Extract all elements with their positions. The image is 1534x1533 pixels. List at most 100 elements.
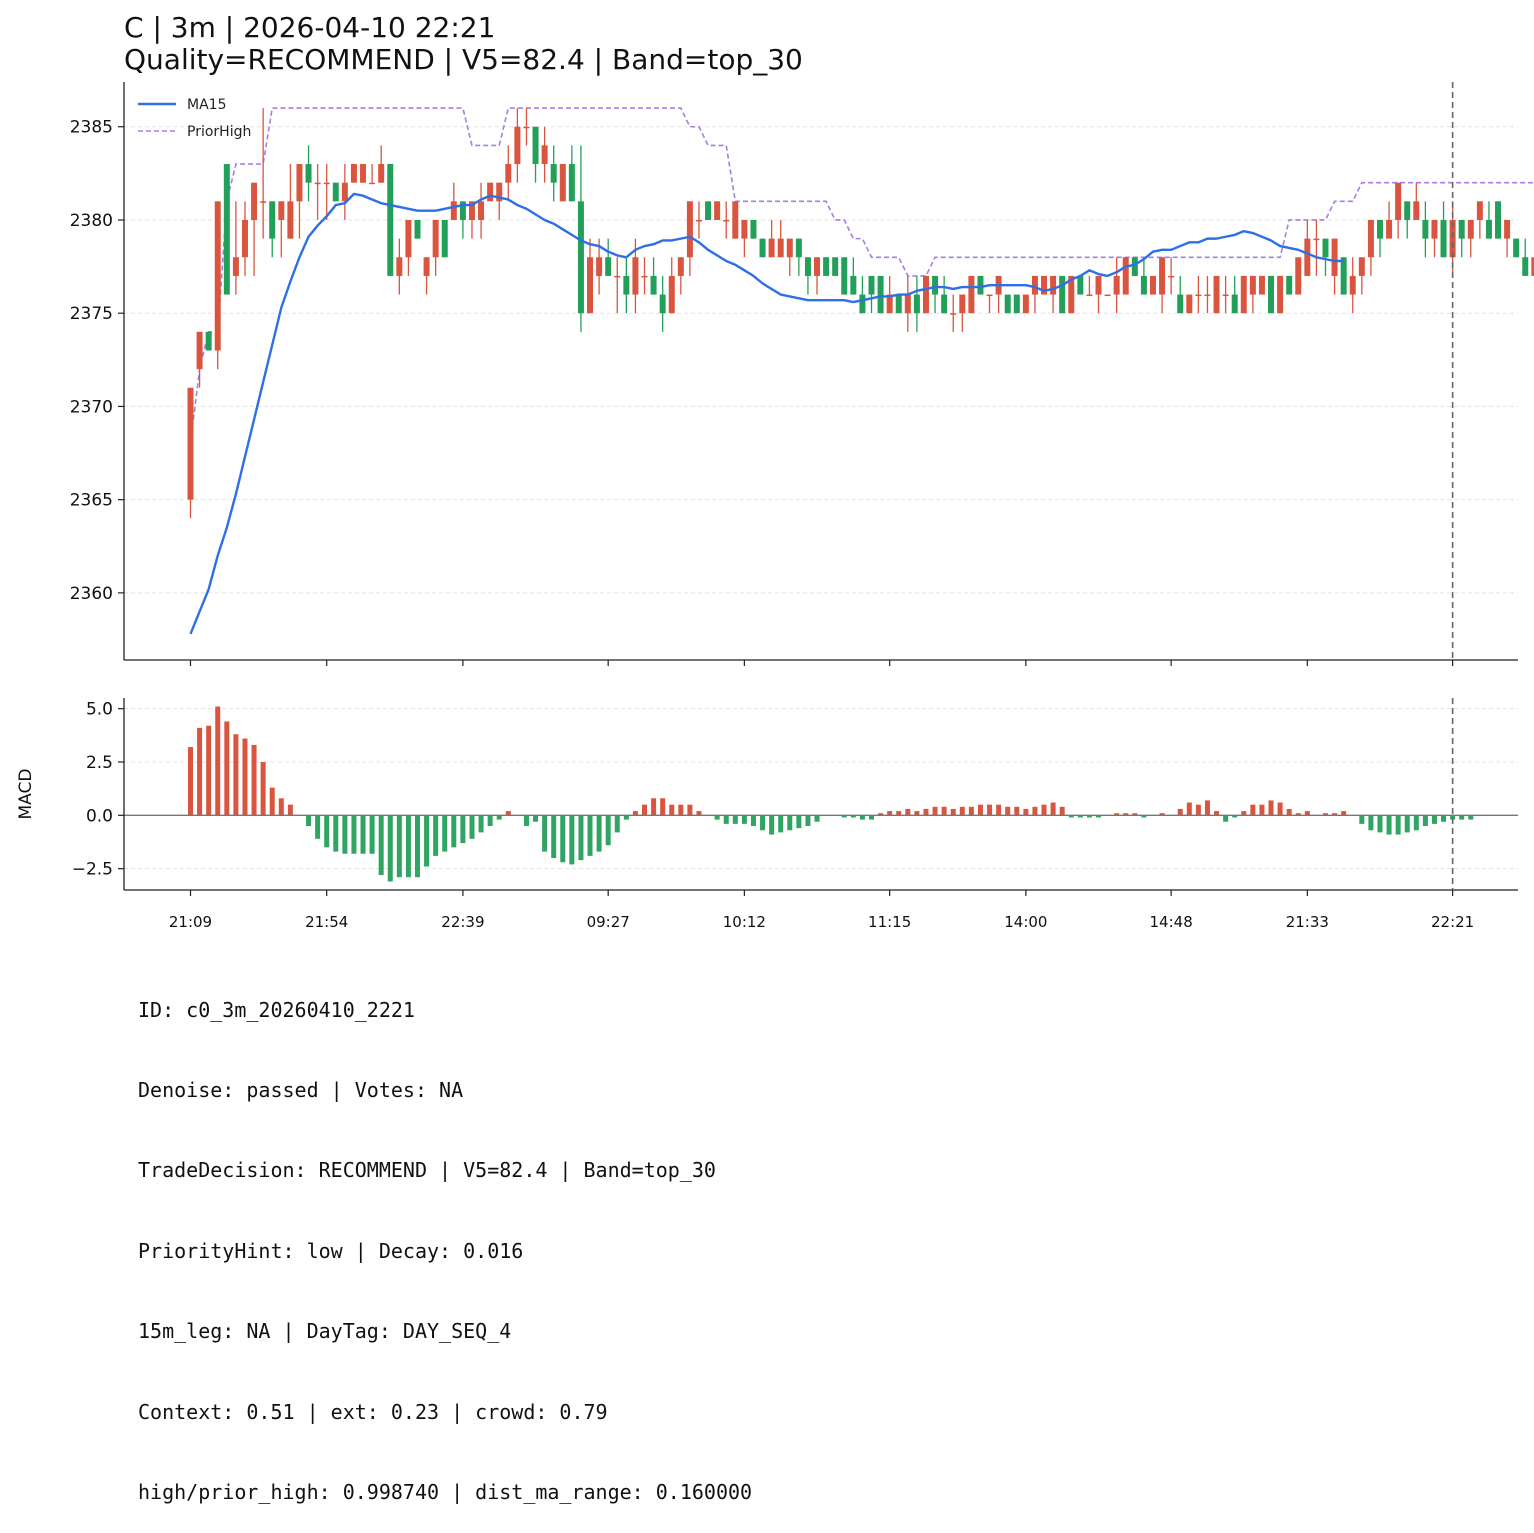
candle-body [1259, 276, 1265, 295]
candle [1096, 276, 1102, 313]
macd-bar [588, 815, 593, 856]
price-y-tick-label: 2375 [70, 304, 113, 324]
candle-body [950, 313, 956, 315]
candle-body [1096, 276, 1102, 295]
macd-bar [569, 815, 574, 864]
candle-body [1359, 257, 1365, 276]
candle [887, 276, 893, 313]
macd-bar [1387, 815, 1392, 834]
candle [614, 257, 620, 313]
candle [977, 276, 983, 295]
candle-body [505, 164, 511, 183]
candle-body [1386, 220, 1392, 239]
candle-body [551, 164, 557, 183]
candle-body [415, 220, 421, 239]
macd-y-tick-label: −2.5 [72, 860, 113, 880]
candle [278, 201, 284, 257]
price-y-tick-label: 2360 [70, 584, 113, 604]
x-tick-label: 11:15 [868, 913, 911, 931]
candle-body [596, 257, 602, 276]
macd-bar [424, 815, 429, 866]
candle-body [224, 164, 230, 295]
macd-bar [960, 807, 965, 816]
info-block: ID: c0_3m_20260410_2221 Denoise: passed … [138, 943, 752, 1533]
candle [251, 183, 257, 276]
candle [569, 145, 575, 201]
macd-bar [270, 788, 275, 816]
macd-bar [815, 815, 820, 821]
candle-body [1277, 276, 1283, 313]
candle-body [478, 201, 484, 220]
x-tick-label: 10:12 [723, 913, 766, 931]
candle-body [1214, 276, 1220, 313]
candle [1114, 257, 1120, 313]
macd-bar [678, 805, 683, 816]
candle-body [1413, 201, 1419, 220]
candle [415, 220, 421, 239]
candle-body [987, 295, 993, 297]
macd-bar [261, 762, 266, 815]
candle-body [287, 201, 293, 238]
candle [1277, 276, 1283, 313]
candle [1323, 239, 1329, 276]
candle-body [714, 201, 720, 220]
candle [1341, 257, 1347, 294]
macd-bar [1196, 805, 1201, 816]
candle-body [206, 332, 212, 351]
candle [1150, 276, 1156, 295]
candle-body [1123, 257, 1129, 294]
candle-body [605, 257, 611, 276]
candle-body [850, 276, 856, 295]
x-tick-label: 21:54 [305, 913, 348, 931]
candle [587, 239, 593, 314]
candle-body [215, 201, 221, 350]
candle-body [1141, 276, 1147, 295]
price-y-tick-label: 2380 [70, 211, 113, 231]
macd-bar [197, 728, 202, 815]
candle [1014, 295, 1020, 314]
candle-body [533, 127, 539, 164]
candle-body [1168, 276, 1174, 278]
candle-body [188, 388, 194, 500]
candle [787, 239, 793, 276]
candle [678, 257, 684, 294]
candle [1259, 276, 1265, 295]
candle-body [614, 276, 620, 278]
macd-bar [724, 815, 729, 824]
macd-bar [606, 815, 611, 845]
candle [869, 276, 875, 313]
candle [714, 201, 720, 220]
macd-bar [778, 815, 783, 832]
candle [296, 164, 302, 239]
candle [514, 108, 520, 183]
macd-bar [1023, 809, 1028, 815]
candle-body [1050, 276, 1056, 295]
candle-body [1268, 276, 1274, 313]
info-line-denoise: Denoise: passed | Votes: NA [138, 1077, 752, 1104]
macd-bar [1359, 815, 1364, 824]
candle-body [1150, 276, 1156, 295]
macd-bar [760, 815, 765, 830]
candle [1059, 276, 1065, 313]
macd-bar [1060, 807, 1065, 816]
candle [1377, 220, 1383, 257]
candle-body [1077, 276, 1083, 295]
macd-bar [787, 815, 792, 830]
candle [1195, 276, 1201, 313]
candle [1495, 201, 1501, 238]
candle-body [1441, 220, 1447, 257]
macd-bar [1441, 815, 1446, 821]
macd-bar [1042, 805, 1047, 816]
candle [660, 276, 666, 332]
macd-bar [379, 815, 384, 875]
candle-body [705, 201, 711, 220]
candle [996, 276, 1002, 313]
candle-body [841, 257, 847, 294]
candle-body [1341, 257, 1347, 294]
macd-bar [361, 815, 366, 853]
candle [1123, 257, 1129, 294]
macd-y-tick-label: 5.0 [86, 700, 113, 720]
candle [750, 220, 756, 239]
macd-bar [987, 805, 992, 816]
candle [932, 276, 938, 313]
